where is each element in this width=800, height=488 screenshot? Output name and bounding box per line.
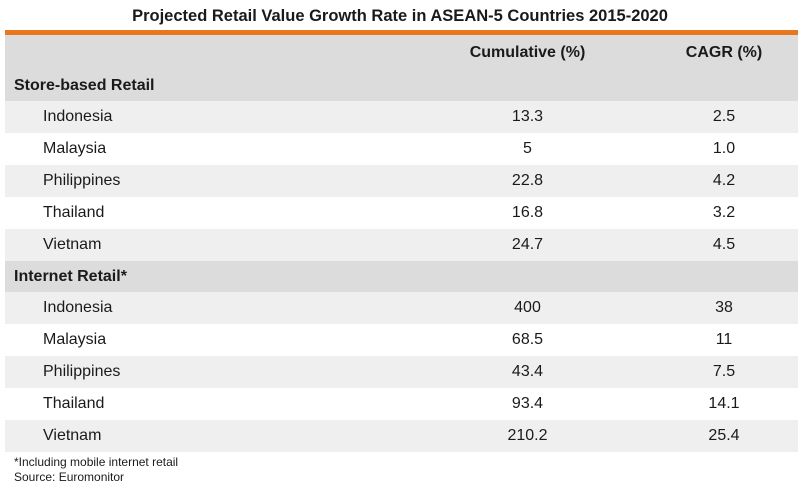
cumulative-cell: 210.2 — [405, 420, 650, 452]
country-cell: Thailand — [5, 197, 405, 229]
cumulative-cell: 93.4 — [405, 388, 650, 420]
cagr-cell: 7.5 — [650, 356, 798, 388]
country-cell: Vietnam — [5, 420, 405, 452]
group-header-row: Store-based Retail — [5, 70, 798, 101]
country-cell: Malaysia — [5, 133, 405, 165]
cumulative-cell: 5 — [405, 133, 650, 165]
country-cell: Philippines — [5, 165, 405, 197]
cagr-cell: 1.0 — [650, 133, 798, 165]
cagr-cell: 4.2 — [650, 165, 798, 197]
country-cell: Malaysia — [5, 324, 405, 356]
header-row: Cumulative (%) CAGR (%) — [5, 35, 798, 70]
table-row: Malaysia 68.5 11 — [5, 324, 798, 356]
country-cell: Thailand — [5, 388, 405, 420]
cagr-cell: 25.4 — [650, 420, 798, 452]
cumulative-cell: 24.7 — [405, 229, 650, 261]
cumulative-cell: 16.8 — [405, 197, 650, 229]
table-row: Indonesia 13.3 2.5 — [5, 101, 798, 133]
column-header-cumulative: Cumulative (%) — [405, 35, 650, 70]
cumulative-cell: 43.4 — [405, 356, 650, 388]
cagr-cell: 14.1 — [650, 388, 798, 420]
table-row: Vietnam 210.2 25.4 — [5, 420, 798, 452]
table-row: Thailand 93.4 14.1 — [5, 388, 798, 420]
table-row: Vietnam 24.7 4.5 — [5, 229, 798, 261]
group-empty-cell — [405, 70, 650, 101]
cagr-cell: 4.5 — [650, 229, 798, 261]
country-cell: Vietnam — [5, 229, 405, 261]
cagr-cell: 38 — [650, 292, 798, 324]
country-cell: Indonesia — [5, 292, 405, 324]
group-empty-cell — [405, 261, 650, 292]
group-empty-cell — [650, 70, 798, 101]
group-label: Internet Retail* — [5, 261, 405, 292]
source-note: Source: Euromonitor — [14, 470, 125, 484]
column-header-cagr: CAGR (%) — [650, 35, 798, 70]
cumulative-cell: 68.5 — [405, 324, 650, 356]
cagr-cell: 11 — [650, 324, 798, 356]
cumulative-cell: 22.8 — [405, 165, 650, 197]
group-empty-cell — [650, 261, 798, 292]
growth-table: Cumulative (%) CAGR (%) Store-based Reta… — [5, 35, 798, 452]
cumulative-cell: 13.3 — [405, 101, 650, 133]
table-row: Malaysia 5 1.0 — [5, 133, 798, 165]
table-row: Philippines 22.8 4.2 — [5, 165, 798, 197]
column-header-label — [5, 35, 405, 70]
chart-title: Projected Retail Value Growth Rate in AS… — [132, 7, 668, 25]
cagr-cell: 3.2 — [650, 197, 798, 229]
footnote: *Including mobile internet retail — [14, 455, 179, 469]
country-cell: Philippines — [5, 356, 405, 388]
group-header-row: Internet Retail* — [5, 261, 798, 292]
cumulative-cell: 400 — [405, 292, 650, 324]
country-cell: Indonesia — [5, 101, 405, 133]
table-row: Thailand 16.8 3.2 — [5, 197, 798, 229]
table-row: Philippines 43.4 7.5 — [5, 356, 798, 388]
cagr-cell: 2.5 — [650, 101, 798, 133]
table-row: Indonesia 400 38 — [5, 292, 798, 324]
accent-bar — [5, 30, 798, 35]
group-label: Store-based Retail — [5, 70, 405, 101]
